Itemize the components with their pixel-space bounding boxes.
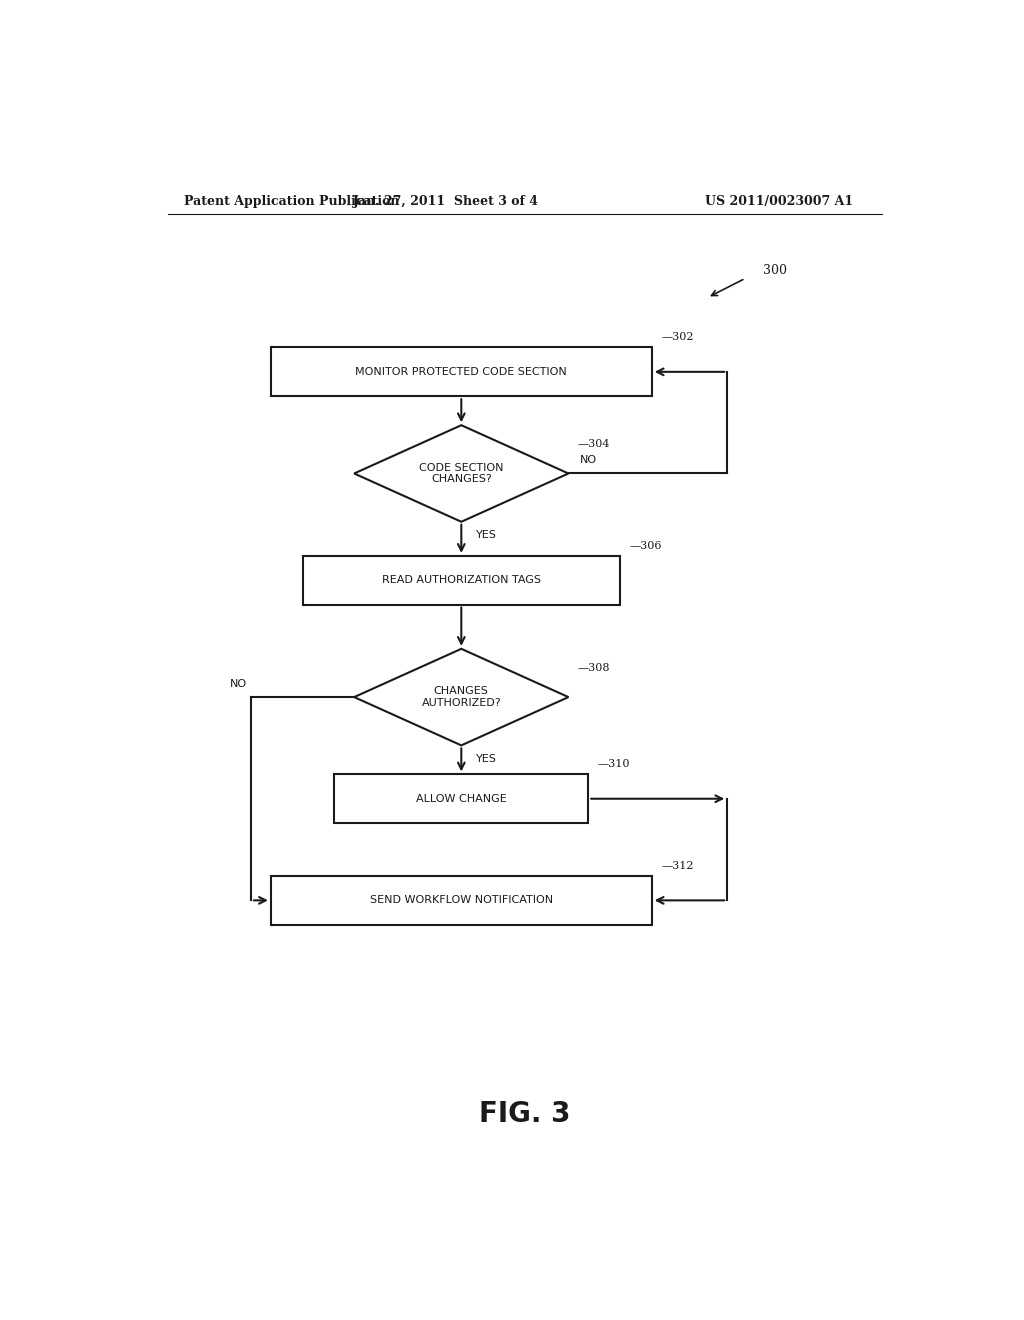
- Text: NO: NO: [230, 678, 247, 689]
- Text: ALLOW CHANGE: ALLOW CHANGE: [416, 793, 507, 804]
- Text: MONITOR PROTECTED CODE SECTION: MONITOR PROTECTED CODE SECTION: [355, 367, 567, 376]
- Text: —310: —310: [598, 759, 631, 770]
- Text: —304: —304: [578, 440, 610, 449]
- Bar: [303, 556, 621, 605]
- Text: SEND WORKFLOW NOTIFICATION: SEND WORKFLOW NOTIFICATION: [370, 895, 553, 906]
- Text: READ AUTHORIZATION TAGS: READ AUTHORIZATION TAGS: [382, 576, 541, 585]
- Text: US 2011/0023007 A1: US 2011/0023007 A1: [705, 194, 853, 207]
- Text: —312: —312: [662, 861, 694, 871]
- Bar: [270, 347, 651, 396]
- Text: —308: —308: [578, 663, 610, 673]
- Text: Patent Application Publication: Patent Application Publication: [183, 194, 399, 207]
- Text: NO: NO: [581, 455, 597, 466]
- Text: —302: —302: [662, 333, 694, 342]
- Text: FIG. 3: FIG. 3: [479, 1100, 570, 1127]
- Polygon shape: [354, 425, 568, 521]
- Text: 300: 300: [763, 264, 786, 277]
- Bar: [334, 775, 588, 824]
- Text: YES: YES: [475, 754, 497, 763]
- Text: Jan. 27, 2011  Sheet 3 of 4: Jan. 27, 2011 Sheet 3 of 4: [352, 194, 539, 207]
- Text: CODE SECTION
CHANGES?: CODE SECTION CHANGES?: [419, 463, 504, 484]
- Text: —306: —306: [630, 541, 663, 550]
- Text: CHANGES
AUTHORIZED?: CHANGES AUTHORIZED?: [422, 686, 501, 708]
- Polygon shape: [354, 649, 568, 746]
- Text: YES: YES: [475, 529, 497, 540]
- Bar: [270, 876, 651, 925]
